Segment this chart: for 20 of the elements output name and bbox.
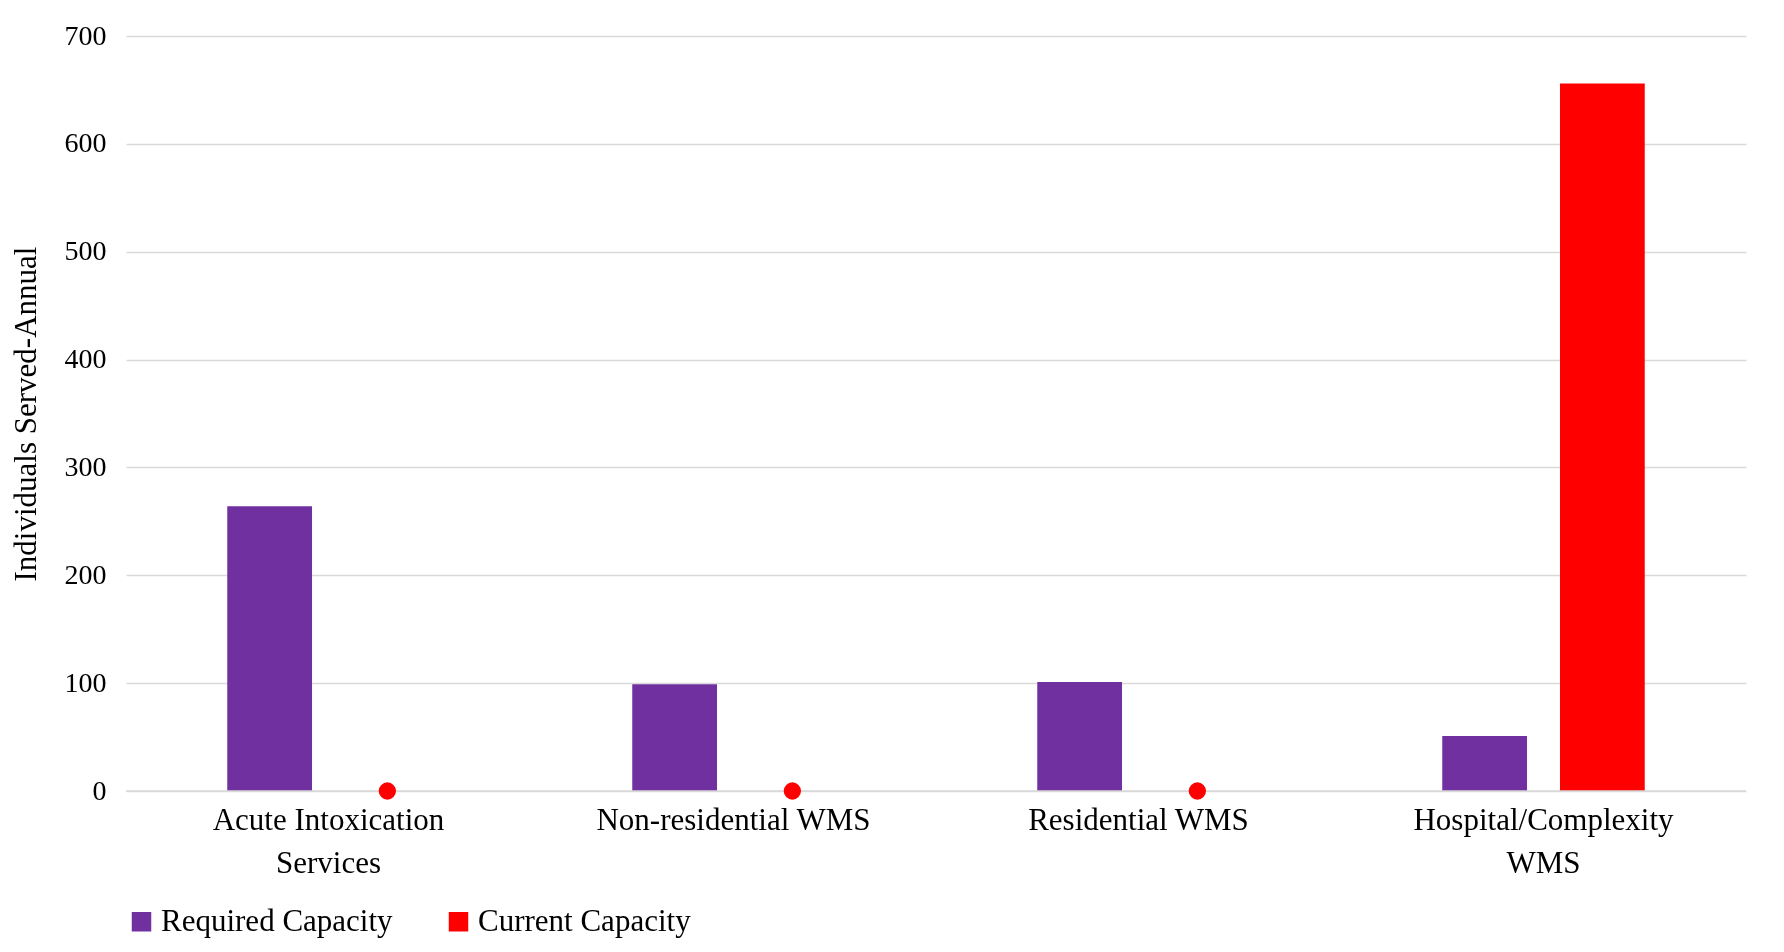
x-tick-label: Residential WMS [1028,801,1249,837]
y-tick-label: 300 [64,450,107,482]
x-tick-label: Acute Intoxication Services [212,801,445,880]
y-tick-label: 600 [64,127,107,159]
x-tick-label: Non-residential WMS [596,801,871,837]
bar [1037,682,1123,791]
bar [1442,735,1528,791]
y-axis-title: Individuals Served-Annual [7,246,43,582]
y-tick-label: 200 [64,558,107,590]
y-tick-label: 700 [64,19,107,51]
bar [1559,83,1645,791]
bar [227,506,313,791]
legend-label: Current Capacity [478,902,692,938]
y-tick-label: 100 [64,666,107,698]
y-tick-label: 500 [64,235,107,267]
x-tick-label: Hospital/Complexity WMS [1413,801,1675,880]
bar [632,684,718,791]
y-tick-label: 0 [92,774,107,806]
legend-label: Required Capacity [161,902,394,938]
y-tick-label: 400 [64,343,107,375]
